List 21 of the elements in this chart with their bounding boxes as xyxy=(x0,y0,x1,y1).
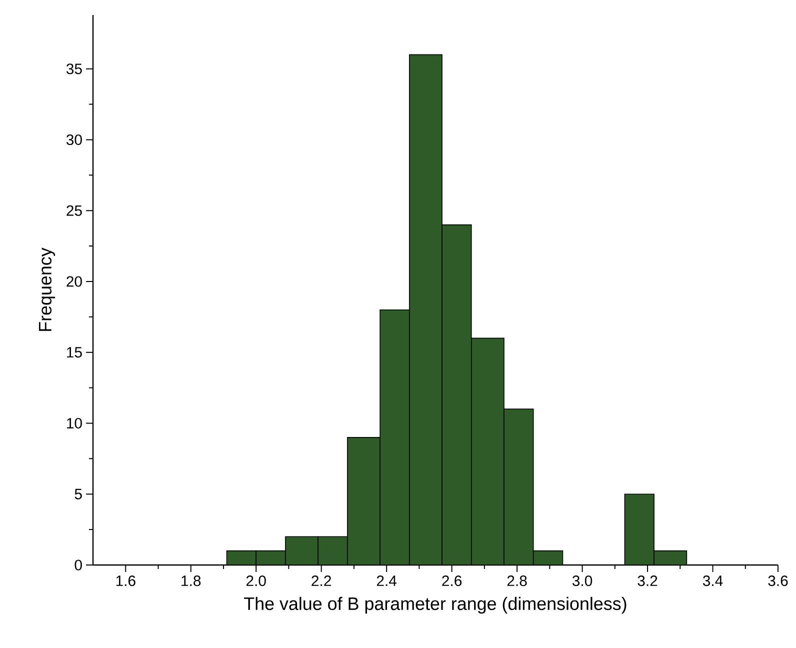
y-tick-label: 15 xyxy=(67,347,82,358)
y-axis-title: Frequency xyxy=(38,248,56,331)
x-tick-label: 1.6 xyxy=(116,575,136,586)
x-tick-label: 2.0 xyxy=(246,575,266,586)
x-tick-label: 3.0 xyxy=(572,575,592,586)
y-tick-label: 20 xyxy=(66,276,82,287)
x-tick-label: 2.8 xyxy=(507,575,527,586)
x-tick-label: 3.6 xyxy=(768,575,788,586)
y-tick-label: 5 xyxy=(74,488,82,500)
y-tick-label: 35 xyxy=(66,64,82,74)
x-axis-title: The value of B parameter range (dimensionless) xyxy=(244,596,626,614)
y-tick-label: 10 xyxy=(67,418,82,429)
y-tick-label: 0 xyxy=(74,560,82,570)
x-tick-label: 2.2 xyxy=(312,575,331,586)
y-tick-label: 30 xyxy=(66,134,82,146)
y-tick-label: 25 xyxy=(66,205,82,216)
x-tick-label: 1.8 xyxy=(182,575,201,586)
x-tick-label: 3.2 xyxy=(638,575,658,586)
x-tick-label: 2.6 xyxy=(442,575,462,586)
x-tick-label: 3.4 xyxy=(702,575,723,586)
x-tick-label: 2.4 xyxy=(376,575,397,586)
